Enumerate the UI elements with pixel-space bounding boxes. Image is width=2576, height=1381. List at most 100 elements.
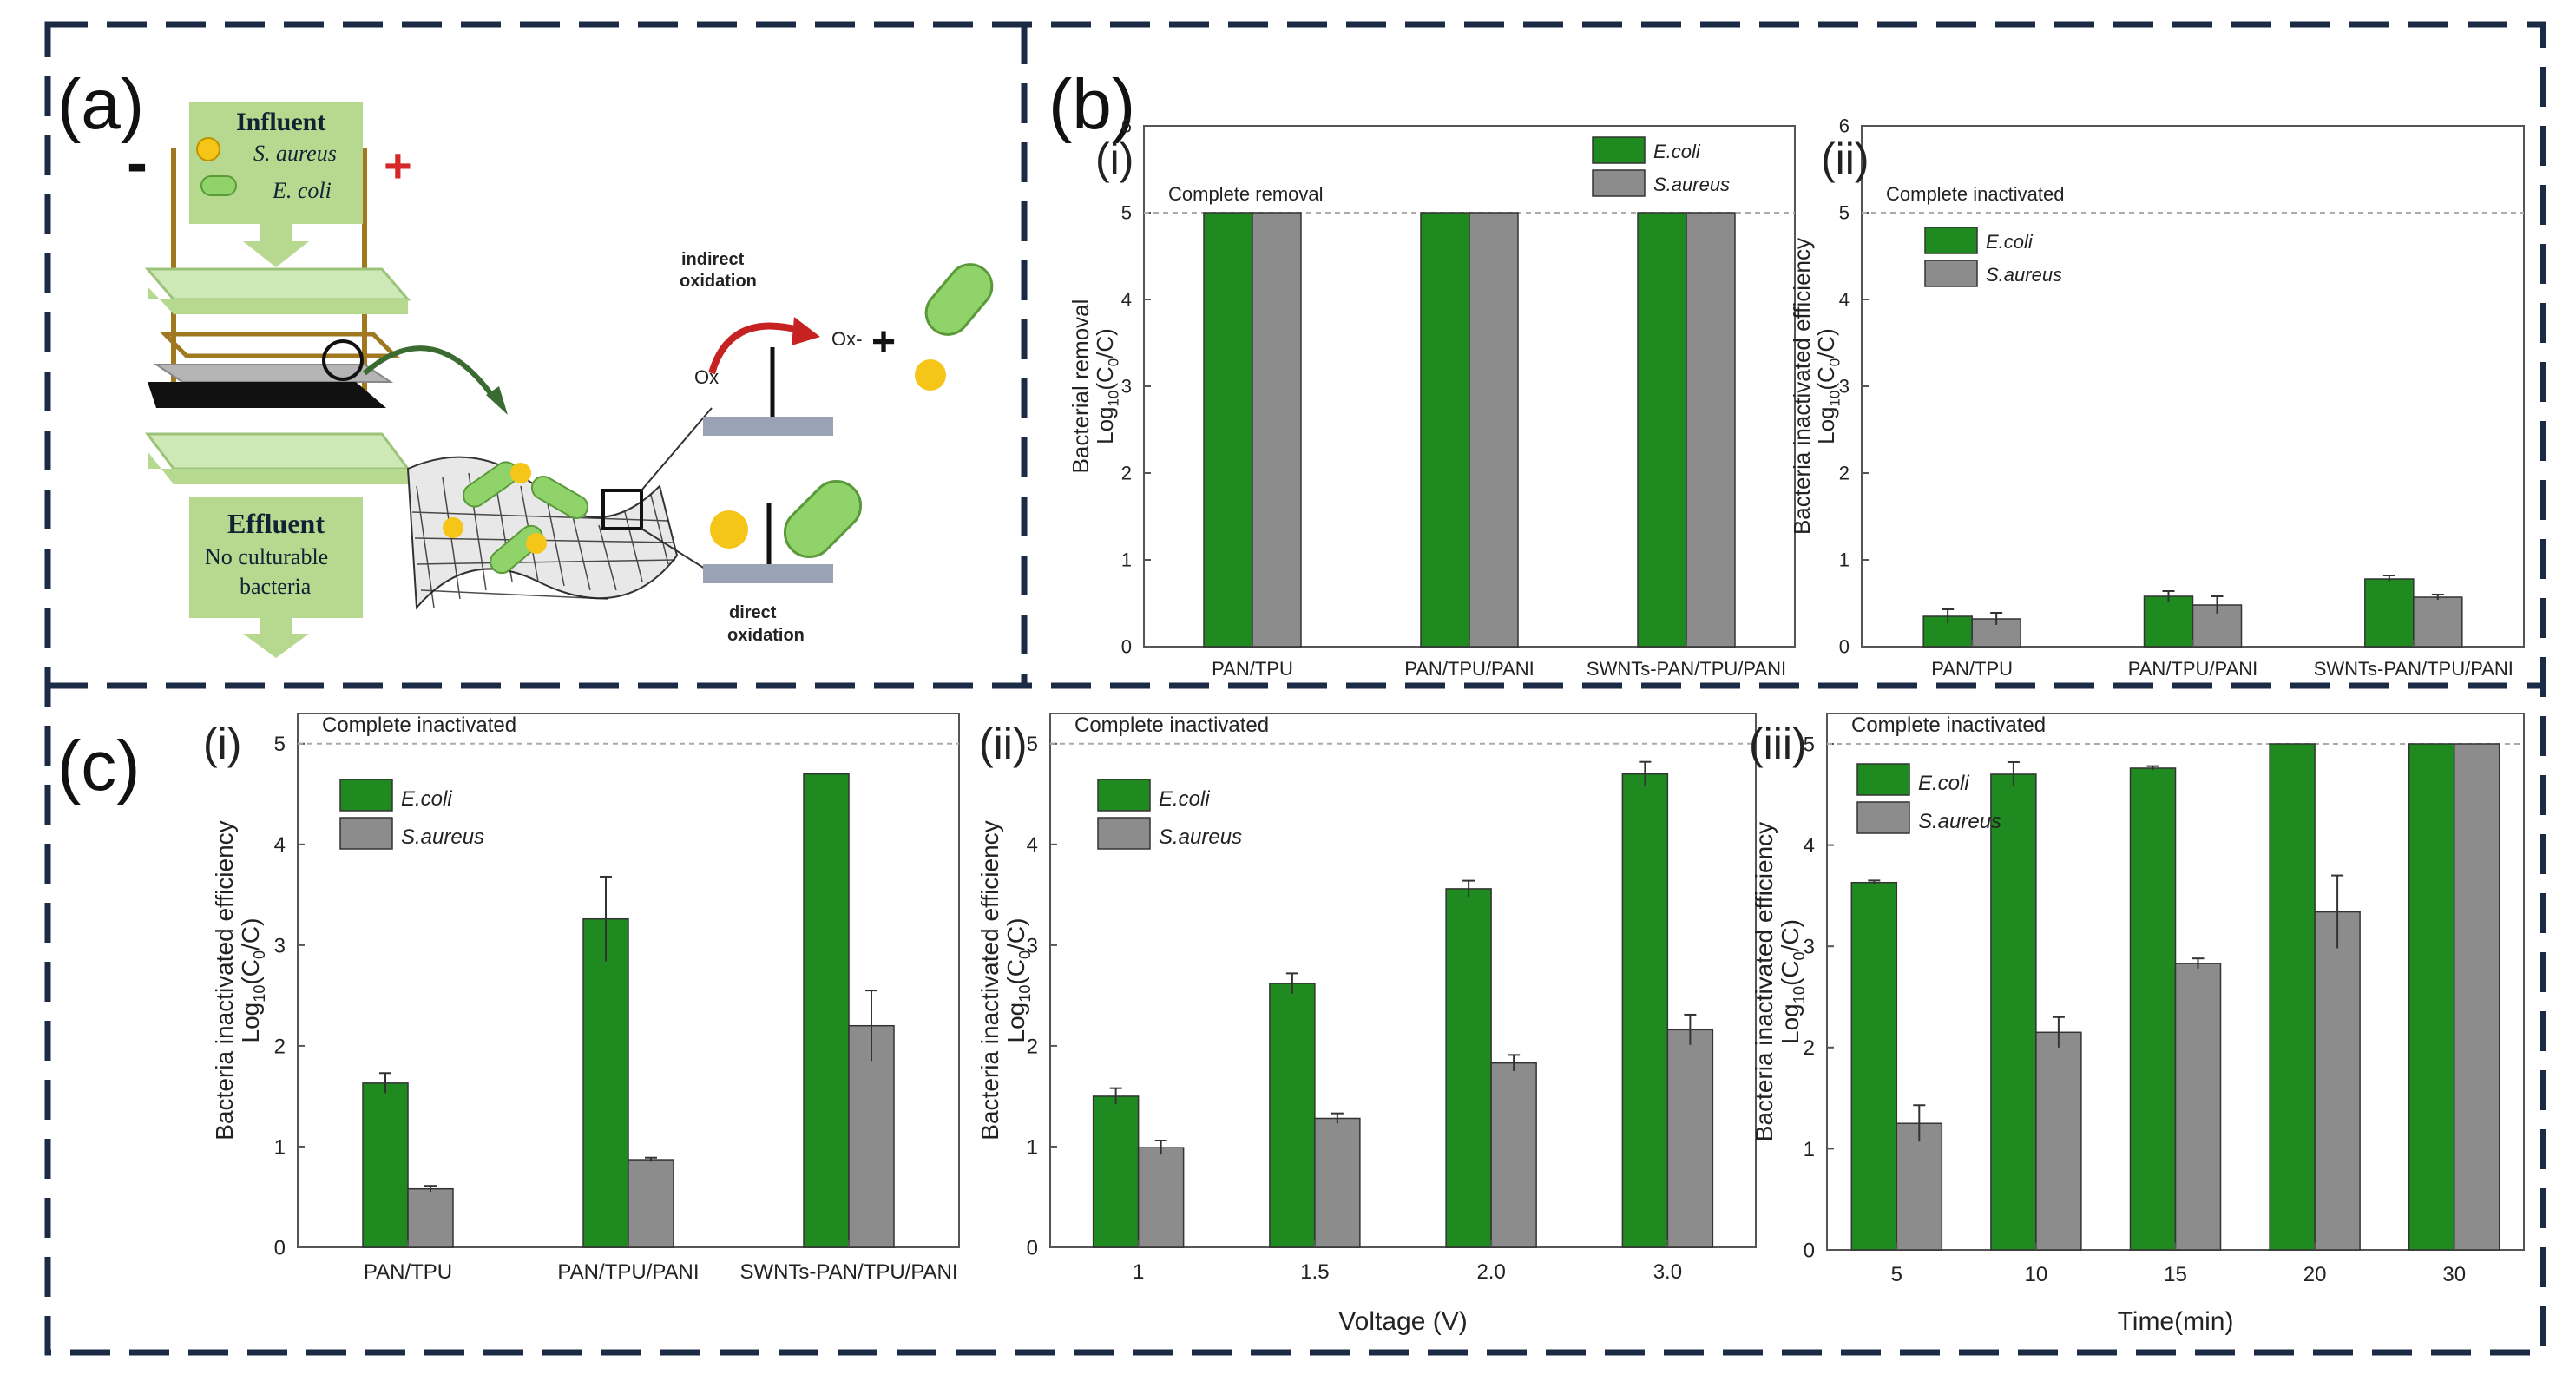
legend-swatch-1 <box>1856 801 1910 834</box>
y-axis-unit-label: Log10(C0/C) <box>237 918 268 1043</box>
bar-ecoli-3 <box>1621 773 1669 1248</box>
chart-c-ii: (ii) 0 1 2 3 4 5 Complete inactivated 1 1.5 2.0 3.0… <box>976 713 1757 1336</box>
chart-c-i: (i) 0 1 2 3 4 5 Complete inactivated PAN/TPU PAN/… <box>203 713 960 1284</box>
x-tick-label: PAN/TPU/PANI <box>1404 658 1534 680</box>
bar-ecoli-0 <box>362 1082 409 1248</box>
indirect-label: indirect <box>681 250 745 269</box>
x-tick-label: 1 <box>1133 1260 1144 1284</box>
e-coli-icon <box>200 175 237 196</box>
y-tick-label: 6 <box>1839 115 1850 137</box>
x-tick-label: SWNTs-PAN/TPU/PANI <box>739 1260 957 1284</box>
y-tick-label: 3 <box>274 934 286 957</box>
plus-sign: + <box>384 138 412 193</box>
legend-swatch-0 <box>1592 136 1646 164</box>
y-axis-unit-label: Log10(C0/C) <box>1092 328 1122 444</box>
s-aureus-label: S. aureus <box>253 141 337 166</box>
x-axis-label: Voltage (V) <box>1338 1307 1467 1336</box>
legend-label-0: E.coli <box>1159 787 1210 811</box>
y-tick-label: 0 <box>1839 636 1850 658</box>
legend-swatch-0 <box>1856 763 1910 796</box>
bar-saureus-1 <box>628 1159 674 1248</box>
reference-annotation: Complete inactivated <box>322 714 516 737</box>
oxidized-saureus <box>915 359 946 391</box>
e-coli-label: E. coli <box>272 178 332 203</box>
x-tick-label: 10 <box>2025 1263 2048 1286</box>
sub-label: (i) <box>1095 135 1134 183</box>
bar-ecoli-2 <box>803 773 850 1248</box>
bar-saureus-1 <box>2192 604 2243 648</box>
y-tick-label: 0 <box>274 1236 286 1259</box>
y-tick-label: 2 <box>1121 463 1132 484</box>
bar-saureus-3 <box>1666 1029 1714 1248</box>
bar-ecoli-1 <box>2143 595 2194 648</box>
direct-saureus <box>710 510 748 549</box>
legend-swatch-1 <box>339 817 393 850</box>
mesh-ecoli-2 <box>530 476 589 519</box>
bar-saureus-2 <box>1686 212 1736 648</box>
legend-swatch-1 <box>1924 260 1978 287</box>
y-tick-label: 5 <box>1121 202 1132 224</box>
y-tick-label: 6 <box>1121 115 1132 137</box>
influent-box <box>189 102 363 224</box>
y-axis-label: Bacteria inactivated efficiency <box>1751 822 1778 1141</box>
electrode-base-2 <box>703 564 833 583</box>
bar-saureus-0 <box>1137 1147 1185 1248</box>
legend-swatch-1 <box>1592 169 1646 197</box>
legend-label-1: S.aureus <box>1918 810 2001 833</box>
mesh-saureus-1 <box>510 463 531 483</box>
bar-saureus-3 <box>2314 911 2361 1251</box>
x-tick-label: 2.0 <box>1476 1260 1505 1284</box>
legend-label-0: E.coli <box>1653 141 1701 162</box>
y-tick-label: 2 <box>1839 463 1850 484</box>
y-tick-label: 3 <box>1804 936 1815 959</box>
ox-label: Ox <box>694 366 719 388</box>
panel-a-label: (a) <box>57 65 144 144</box>
legend-label-0: E.coli <box>1986 231 2034 253</box>
mesh-saureus-3 <box>526 533 547 554</box>
bar-saureus-0 <box>1252 212 1302 648</box>
bar-ecoli-2 <box>2129 767 2177 1251</box>
legend-label-0: E.coli <box>401 787 452 811</box>
x-tick-label: PAN/TPU <box>1931 658 2013 680</box>
sub-label: (ii) <box>979 720 1028 768</box>
panel-a-schematic: - + Influent S. aureus E. coli Effluent … <box>127 102 994 658</box>
chart-b-i: (i) 0 1 2 3 4 5 6 Complete removal PAN/TPU PAN/TPU… <box>1068 115 1796 680</box>
y-axis-label: Bacterial removal <box>1068 299 1094 474</box>
panel-frames <box>44 21 2546 1356</box>
y-tick-label: 4 <box>1121 289 1132 311</box>
y-tick-label: 5 <box>1027 733 1038 756</box>
y-axis-unit-label: Log10(C0/C) <box>1813 328 1843 444</box>
effluent-label: Effluent <box>227 508 325 539</box>
ox-minus-label: Ox- <box>831 328 862 350</box>
legend-swatch-0 <box>1097 779 1151 812</box>
y-tick-label: 1 <box>1804 1138 1815 1161</box>
bar-saureus-2 <box>848 1024 895 1248</box>
x-tick-label: 20 <box>2303 1263 2327 1286</box>
y-tick-label: 4 <box>1839 289 1850 311</box>
panel-b-label: (b) <box>1048 65 1135 144</box>
bar-saureus-1 <box>1469 212 1519 648</box>
legend-label-1: S.aureus <box>1653 174 1730 195</box>
oxidized-ecoli <box>924 263 994 336</box>
mesh-saureus-2 <box>443 517 463 538</box>
bacteria-label: bacteria <box>240 574 312 599</box>
y-tick-label: 5 <box>1839 202 1850 224</box>
plot-frame <box>1049 713 1757 1248</box>
effluent-box <box>189 497 363 618</box>
x-tick-label: SWNTs-PAN/TPU/PANI <box>1587 658 1786 680</box>
y-tick-label: 1 <box>1027 1135 1038 1159</box>
plus-product: + <box>871 319 896 365</box>
chart-c-iii: (iii) 0 1 2 3 4 5 Complete inactivated 5 10 15 20 30… <box>1749 713 2525 1336</box>
x-axis-label: Time(min) <box>2118 1307 2234 1336</box>
influent-arrow-icon <box>243 224 309 267</box>
x-tick-label: PAN/TPU <box>1212 658 1293 680</box>
zoom-arrow <box>363 345 497 401</box>
x-tick-label: SWNTs-PAN/TPU/PANI <box>2314 658 2514 680</box>
y-tick-label: 4 <box>1027 833 1038 857</box>
x-tick-label: PAN/TPU/PANI <box>2128 658 2258 680</box>
y-tick-label: 5 <box>274 733 286 756</box>
chart-b-ii: (ii) 0 1 2 3 4 5 6 Complete inactivated PAN/TPU PA… <box>1789 115 2525 680</box>
bar-saureus-4 <box>2453 743 2500 1251</box>
top-membrane-layer <box>144 267 411 301</box>
x-tick-label: 15 <box>2164 1263 2187 1286</box>
